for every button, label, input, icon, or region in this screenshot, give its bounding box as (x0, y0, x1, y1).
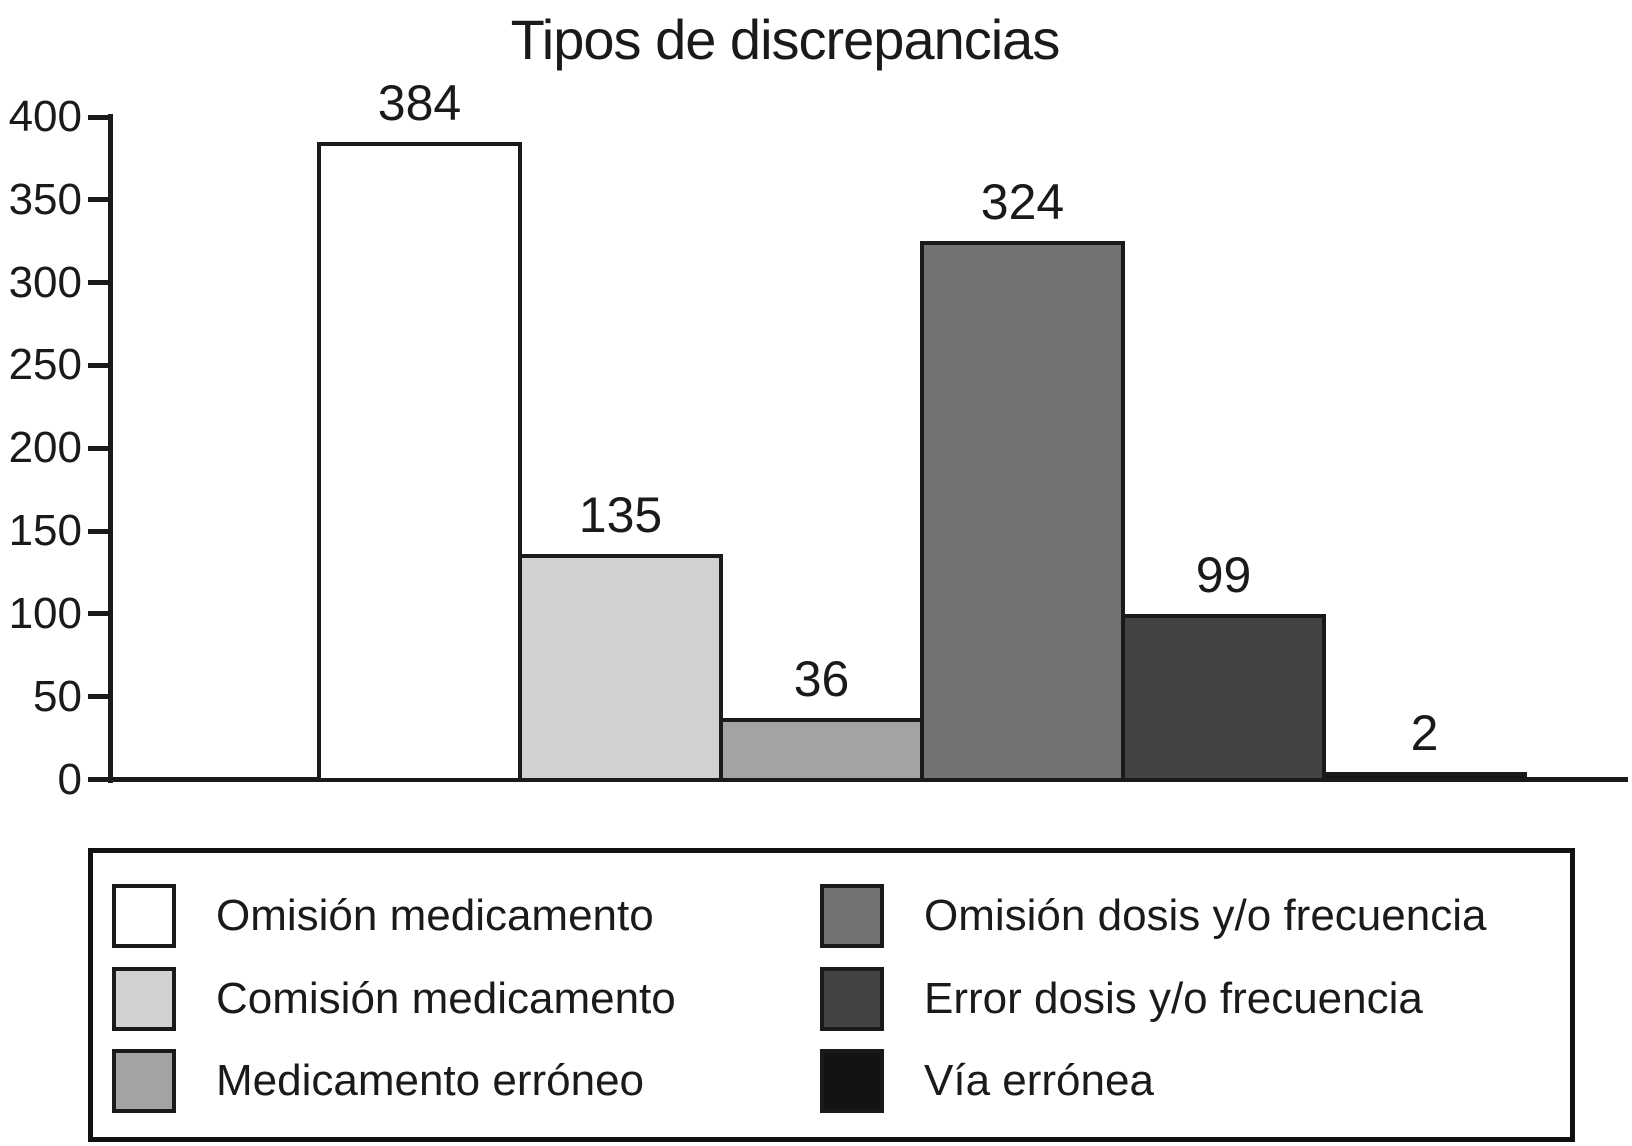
legend-swatch-3 (112, 1049, 176, 1113)
legend-label-4: Omisión dosis y/o frecuencia (924, 891, 1487, 940)
bar-value-label: 36 (793, 651, 850, 708)
y-tick-mark (88, 445, 110, 451)
legend-label-2: Comisión medicamento (216, 974, 676, 1023)
y-tick-label: 350 (8, 174, 82, 224)
legend-label-3: Medicamento erróneo (216, 1056, 645, 1105)
y-axis-line (108, 114, 113, 783)
y-tick-mark (88, 197, 110, 203)
bar-3 (719, 718, 924, 782)
legend-label-1: Omisión medicamento (216, 891, 654, 940)
y-tick-mark (88, 694, 110, 700)
y-tick-mark (88, 611, 110, 617)
legend-label-6: Vía errónea (924, 1056, 1154, 1105)
y-tick-label: 0 (57, 754, 82, 804)
y-tick-label: 300 (8, 257, 82, 307)
bar-value-label: 99 (1195, 547, 1252, 604)
chart-title: Tipos de discrepancias (510, 8, 1061, 71)
bar-value-label: 135 (578, 487, 663, 544)
legend-label-5: Error dosis y/o frecuencia (924, 974, 1423, 1023)
bar-value-label: 324 (980, 174, 1065, 231)
bar-2 (518, 554, 723, 782)
y-tick-mark (88, 280, 110, 286)
y-tick-label: 400 (8, 92, 82, 141)
y-tick-label: 100 (8, 588, 82, 638)
bar-4 (920, 241, 1125, 782)
y-tick-label: 150 (8, 506, 82, 556)
y-tick-mark (88, 362, 110, 368)
y-tick-mark (88, 777, 110, 782)
y-tick-mark (88, 528, 110, 534)
legend-swatch-4 (820, 884, 884, 948)
bar-6 (1322, 772, 1527, 782)
legend-swatch-2 (112, 967, 176, 1031)
y-tick-mark (88, 114, 110, 120)
legend-swatch-1 (112, 884, 176, 948)
legend-swatch-5 (820, 967, 884, 1031)
bar-value-label: 2 (1410, 705, 1439, 761)
legend-swatch-6 (820, 1049, 884, 1113)
y-tick-label: 250 (8, 340, 82, 390)
bar-value-label: 384 (377, 75, 462, 131)
bar-5 (1121, 614, 1326, 782)
y-tick-label: 50 (33, 671, 82, 721)
bar-1 (317, 142, 522, 782)
y-tick-label: 200 (8, 423, 82, 473)
